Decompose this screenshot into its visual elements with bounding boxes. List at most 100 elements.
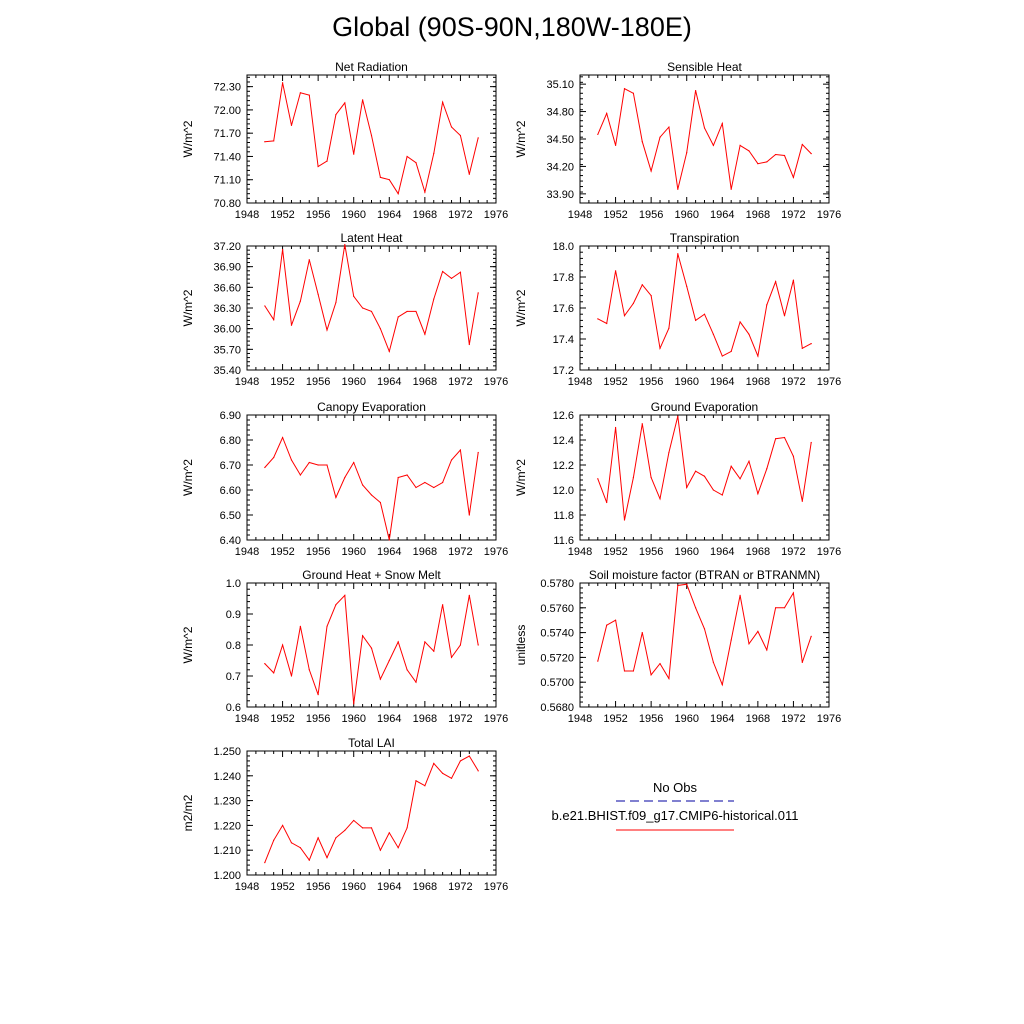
y-tick-label: 0.9 [226,609,241,621]
y-tick-label: 6.70 [220,460,241,472]
panel-soil-moisture-factor-btran-or-btranmn: 1948 1952 1956 1960 1964 1968 1972 1976 0.5680 0.… [514,568,841,725]
data-point [468,343,470,346]
data-point [730,639,732,641]
panel-title: Sensible Heat [667,60,742,74]
y-tick-label: 34.20 [546,161,574,173]
data-point [757,355,759,357]
data-point [703,313,706,315]
data-point [623,88,626,90]
data-point [362,484,364,486]
data-point [362,307,364,309]
x-tick-label: 1968 [413,881,437,893]
y-tick-label: 17.6 [553,303,574,315]
data-point [757,163,759,165]
data-point [388,539,390,541]
series-line [264,82,479,195]
x-tick-label: 1964 [710,209,734,221]
data-point [606,501,608,504]
data-point [459,271,462,273]
panel-title: Soil moisture factor (BTRAN or BTRANMN) [589,568,820,582]
data-point [344,829,346,831]
y-axis-label: W/m^2 [181,459,195,496]
data-point [335,496,337,499]
data-point [677,584,679,587]
data-point [703,475,706,477]
data-point [459,134,462,137]
data-point [641,632,643,634]
data-point [299,300,301,302]
data-point [290,842,293,844]
data-point [450,277,453,279]
data-point [739,321,741,323]
y-tick-label: 71.40 [213,151,241,163]
y-tick-label: 36.60 [213,282,241,294]
plot-frame [246,414,497,541]
data-point [335,301,337,304]
y-tick-label: 0.5740 [540,628,574,640]
x-tick-label: 1952 [270,209,294,221]
data-point [424,481,426,484]
data-point [450,459,453,461]
y-tick-label: 12.2 [553,460,574,472]
data-point [748,460,750,462]
data-point [748,643,750,645]
series-line [264,436,479,541]
y-tick-label: 72.30 [213,82,241,94]
data-point [650,295,652,297]
y-tick-label: 35.70 [213,344,241,356]
data-point [433,486,435,489]
data-point [668,126,670,128]
data-point [264,466,266,469]
data-point [459,760,462,762]
data-point [379,678,381,680]
data-point [606,112,608,114]
data-point [326,160,328,162]
data-point [406,155,408,158]
data-point [477,292,479,294]
data-point [290,675,293,677]
data-point [317,293,319,295]
data-point [721,122,723,125]
x-tick-label: 1964 [710,713,734,725]
y-tick-label: 0.5760 [540,603,574,615]
plot-frame [579,74,830,204]
data-point [623,670,626,672]
x-tick-label: 1960 [341,376,365,388]
y-tick-label: 0.8 [226,640,241,652]
legend-obs-label: No Obs [653,780,698,795]
x-tick-label: 1956 [306,546,330,558]
series-line [264,244,479,354]
y-tick-label: 35.40 [213,365,241,377]
y-axis-label: W/m^2 [514,120,528,157]
data-point [379,176,381,178]
x-tick-label: 1952 [270,546,294,558]
data-point [450,126,453,128]
x-tick-label: 1964 [377,209,401,221]
y-tick-label: 1.200 [213,870,241,882]
series-line [597,416,812,521]
data-point [775,607,777,609]
data-point [730,188,732,190]
data-point [406,669,408,671]
data-point [370,647,373,649]
x-tick-label: 1960 [341,881,365,893]
data-point [614,426,617,429]
data-point [721,494,723,496]
data-point [597,318,599,320]
data-point [477,137,479,139]
x-tick-label: 1956 [639,209,663,221]
data-point [712,144,714,146]
data-point [650,674,652,676]
data-point [477,644,479,646]
data-point [273,140,275,142]
data-point [721,355,723,357]
y-tick-label: 36.90 [213,262,241,274]
data-point [468,594,470,597]
y-tick-label: 1.240 [213,771,241,783]
y-tick-label: 0.5680 [540,702,574,714]
data-point [659,347,661,349]
x-tick-label: 1972 [448,713,472,725]
x-tick-label: 1960 [674,376,698,388]
x-tick-label: 1972 [448,546,472,558]
y-axis-label: W/m^2 [514,289,528,326]
